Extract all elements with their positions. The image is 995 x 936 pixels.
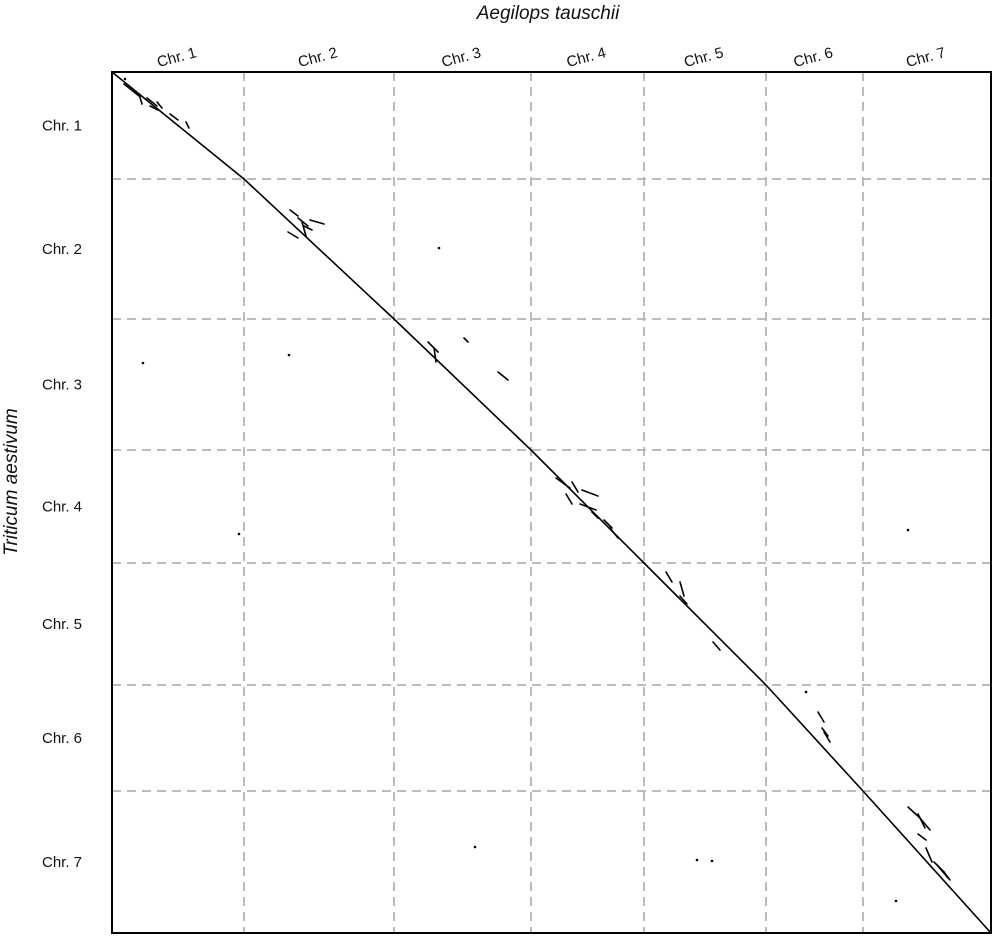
alignment-segment (917, 833, 927, 841)
alignment-segment (309, 219, 325, 225)
alignment-point (437, 246, 441, 250)
x-tick-label: Chr. 6 (792, 44, 835, 71)
alignment-segment (555, 477, 571, 489)
alignment-segment (907, 806, 921, 819)
alignment-point (237, 532, 241, 536)
alignment-segment (679, 581, 685, 597)
alignment-segment (571, 481, 579, 493)
y-tick-label: Chr. 4 (42, 499, 82, 516)
alignment-segment (817, 711, 825, 723)
alignment-segment (603, 519, 613, 529)
alignment-segment (433, 347, 437, 363)
alignment-marks (111, 71, 992, 934)
alignment-segment (463, 337, 469, 343)
alignment-segment (821, 727, 829, 737)
y-tick-labels: Chr. 1 Chr. 2 Chr. 3 Chr. 4 Chr. 5 Chr. 6 Chr.… (42, 118, 82, 872)
alignment-segment (146, 97, 158, 107)
y-tick-label: Chr. 6 (42, 730, 82, 747)
x-axis-title: Aegilops tauschii (476, 3, 620, 24)
x-tick-label: Chr. 4 (565, 44, 608, 71)
main-alignment-line (111, 71, 992, 934)
alignment-point (804, 690, 808, 694)
alignment-segment (149, 105, 159, 111)
y-tick-label: Chr. 1 (42, 118, 82, 135)
alignment-point (473, 845, 477, 849)
alignment-segment (581, 489, 599, 497)
y-tick-label: Chr. 7 (42, 854, 82, 871)
y-tick-label: Chr. 2 (42, 241, 82, 258)
y-tick-label: Chr. 5 (42, 616, 82, 633)
alignment-segment (301, 221, 307, 237)
alignment-segment (712, 641, 721, 651)
alignment-point (695, 858, 699, 862)
x-tick-labels: Chr. 1 Chr. 2 Chr. 3 Chr. 4 Chr. 5 Chr. 6 Chr.… (155, 44, 947, 71)
y-axis-title: Triticum aestivum (1, 408, 22, 555)
alignment-segment (679, 595, 688, 605)
alignment-point (287, 353, 291, 357)
alignment-segment (943, 871, 951, 881)
alignment-segment (289, 209, 299, 217)
alignment-point (141, 361, 145, 365)
alignment-segment (297, 217, 309, 227)
alignment-segment (565, 493, 573, 505)
alignment-segment (185, 121, 190, 129)
alignment-segment (156, 101, 163, 109)
grid-lines (112, 72, 991, 933)
x-tick-label: Chr. 2 (296, 44, 339, 71)
alignment-segment (138, 93, 143, 105)
alignment-segment (665, 571, 673, 583)
alignment-segment (609, 527, 619, 539)
alignment-segment (169, 113, 179, 121)
alignment-point (710, 859, 714, 863)
alignment-point (894, 899, 898, 903)
x-tick-label: Chr. 7 (904, 44, 947, 71)
plot-frame (111, 71, 992, 934)
x-tick-label: Chr. 5 (682, 44, 725, 71)
alignment-segment (823, 731, 831, 743)
alignment-segment (427, 341, 439, 353)
alignment-segment (287, 231, 299, 239)
alignment-segment (123, 83, 140, 97)
alignment-point (123, 77, 127, 81)
alignment-segment (303, 225, 313, 231)
alignment-segment (579, 503, 597, 511)
x-tick-label: Chr. 1 (155, 44, 198, 71)
alignment-segment (591, 511, 599, 519)
y-tick-label: Chr. 3 (42, 377, 82, 394)
alignment-segment (925, 847, 933, 863)
alignment-segment (497, 371, 509, 381)
x-tick-label: Chr. 3 (440, 44, 483, 71)
alignment-point (906, 528, 910, 532)
alignment-segment (919, 817, 931, 831)
